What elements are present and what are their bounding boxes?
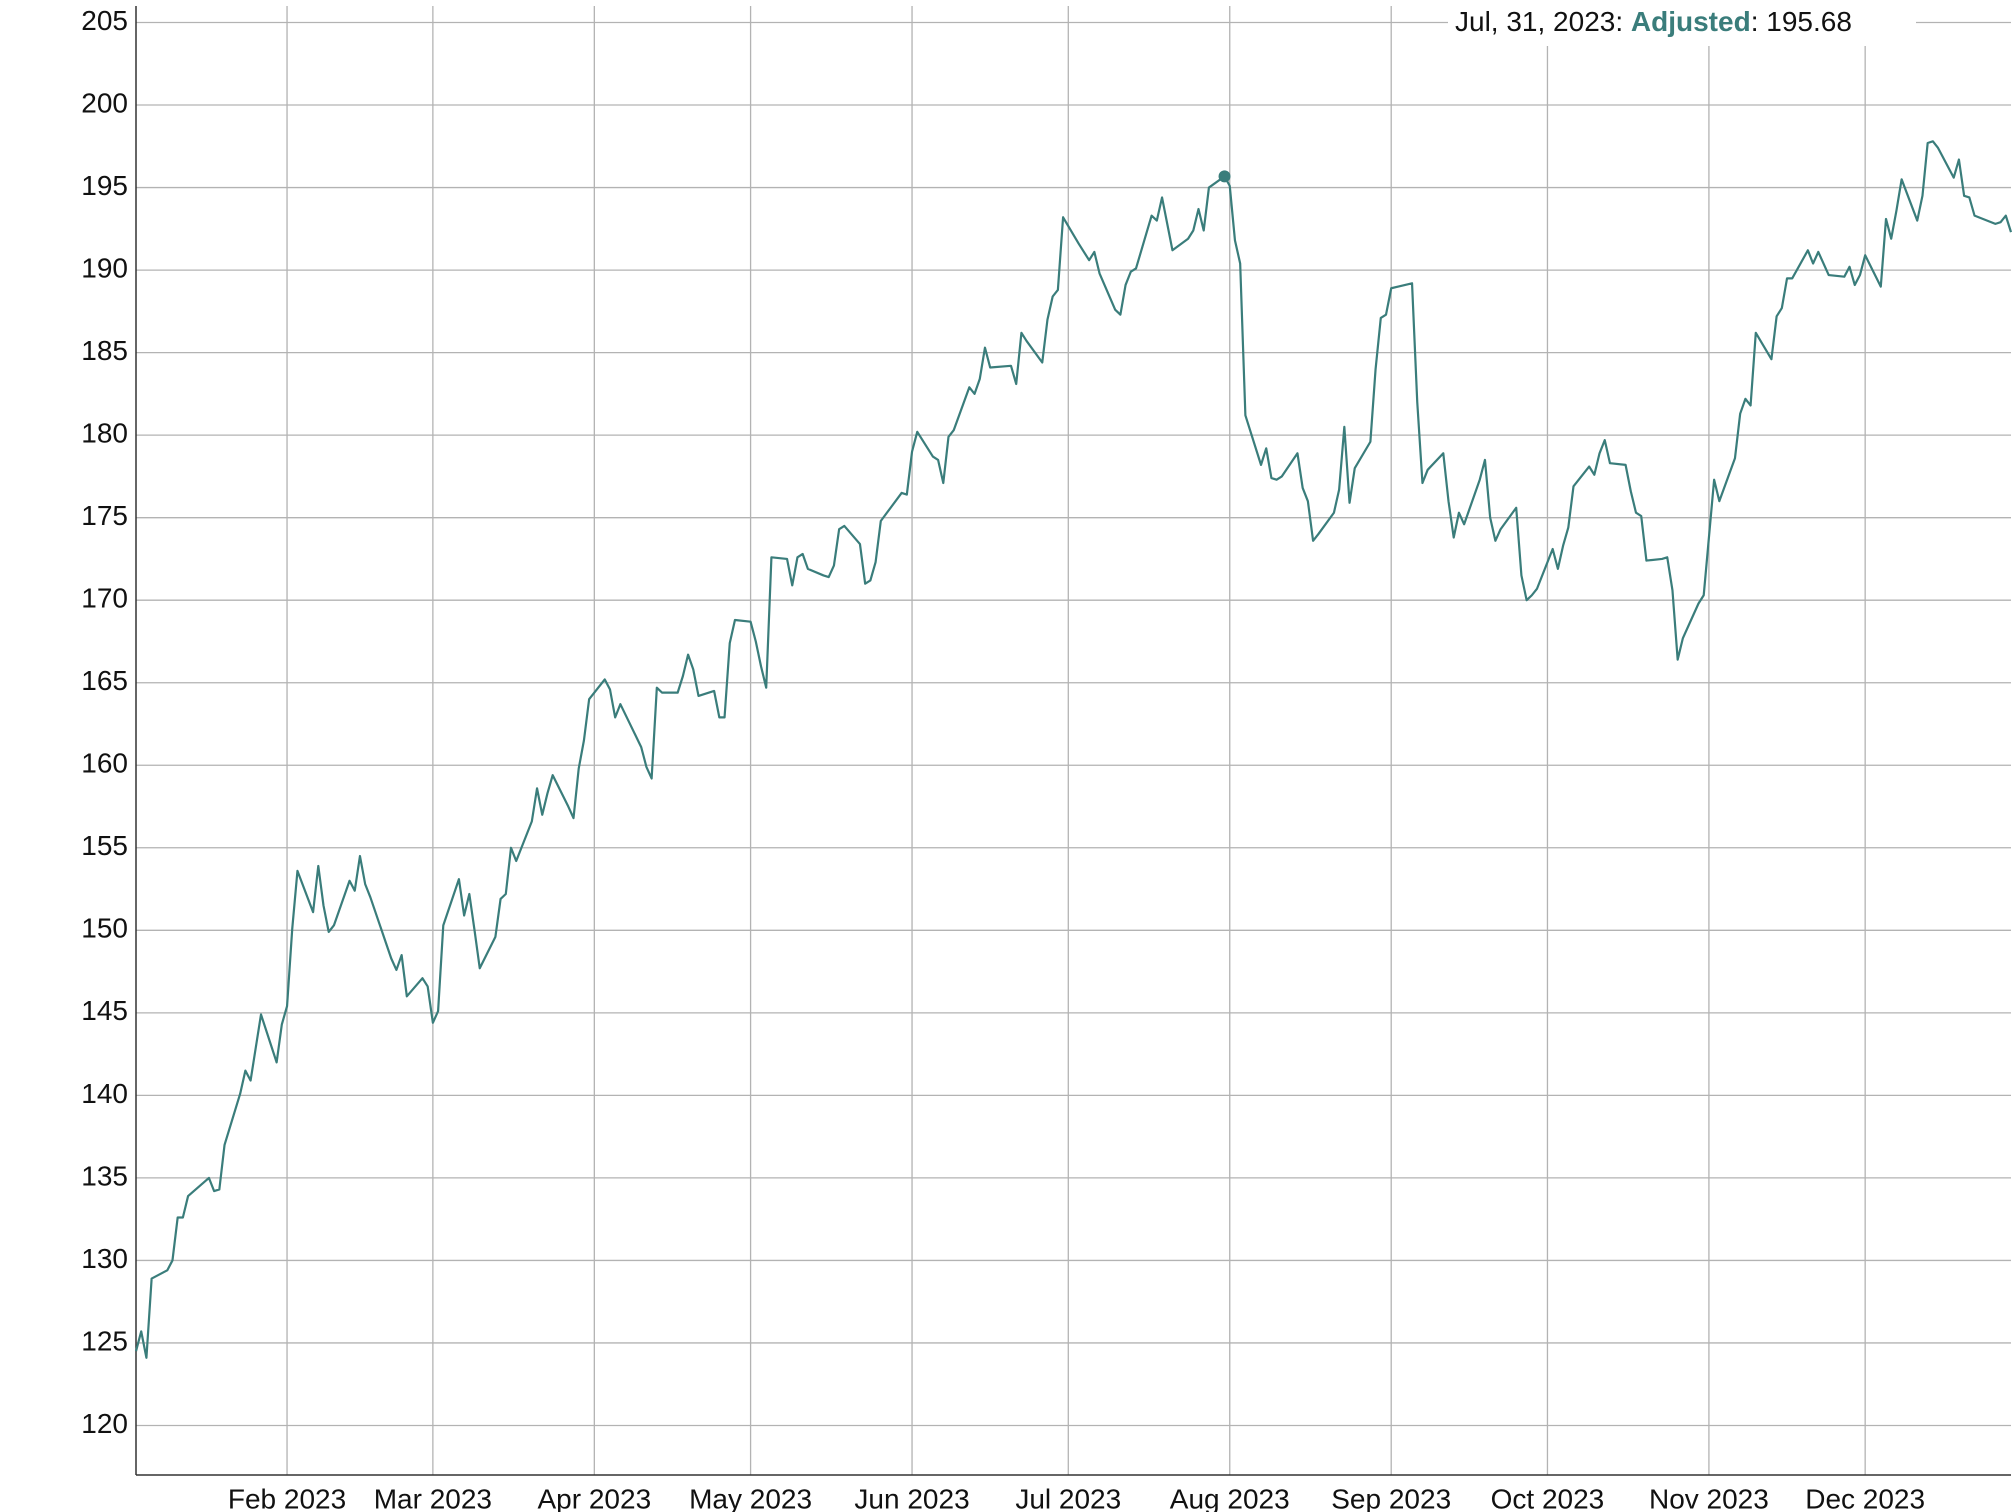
tooltip-date: Jul, 31, 2023 — [1455, 6, 1615, 37]
x-tick-label: Feb 2023 — [228, 1483, 346, 1512]
tooltip-box — [1448, 2, 1916, 46]
tooltip-series: Adjusted — [1631, 6, 1751, 37]
x-tick-label: May 2023 — [689, 1483, 812, 1512]
y-tick-label: 205 — [81, 5, 128, 36]
y-tick-label: 135 — [81, 1160, 128, 1191]
hover-point — [1218, 170, 1231, 183]
y-tick-label: 160 — [81, 748, 128, 779]
x-tick-label: Dec 2023 — [1805, 1483, 1925, 1512]
x-tick-label: Jul 2023 — [1015, 1483, 1121, 1512]
x-tick-label: Aug 2023 — [1170, 1483, 1290, 1512]
y-tick-label: 125 — [81, 1325, 128, 1356]
y-tick-label: 200 — [81, 87, 128, 118]
y-tick-label: 155 — [81, 830, 128, 861]
y-tick-label: 170 — [81, 583, 128, 614]
line — [134, 140, 2013, 1359]
tooltip-value: 195.68 — [1766, 6, 1852, 37]
x-tick-label: Nov 2023 — [1649, 1483, 1769, 1512]
y-tick-label: 130 — [81, 1243, 128, 1274]
x-tick-label: Mar 2023 — [374, 1483, 492, 1512]
y-tick-label: 195 — [81, 170, 128, 201]
y-tick-label: 145 — [81, 995, 128, 1026]
y-tick-label: 180 — [81, 418, 128, 449]
tooltip: Jul, 31, 2023: Adjusted: 195.68 — [1448, 2, 1916, 46]
tooltip-text: Jul, 31, 2023: Adjusted: 195.68 — [1455, 6, 1852, 37]
x-tick-label: Sep 2023 — [1331, 1483, 1451, 1512]
y-tick-label: 185 — [81, 335, 128, 366]
x-tick-label: Oct 2023 — [1491, 1483, 1605, 1512]
y-tick-label: 150 — [81, 913, 128, 944]
y-tick-label: 165 — [81, 665, 128, 696]
x-tick-label: Apr 2023 — [538, 1483, 652, 1512]
y-tick-label: 140 — [81, 1078, 128, 1109]
y-tick-label: 175 — [81, 500, 128, 531]
y-tick-label: 120 — [81, 1408, 128, 1439]
x-tick-label: Jun 2023 — [854, 1483, 969, 1512]
y-tick-label: 190 — [81, 252, 128, 283]
